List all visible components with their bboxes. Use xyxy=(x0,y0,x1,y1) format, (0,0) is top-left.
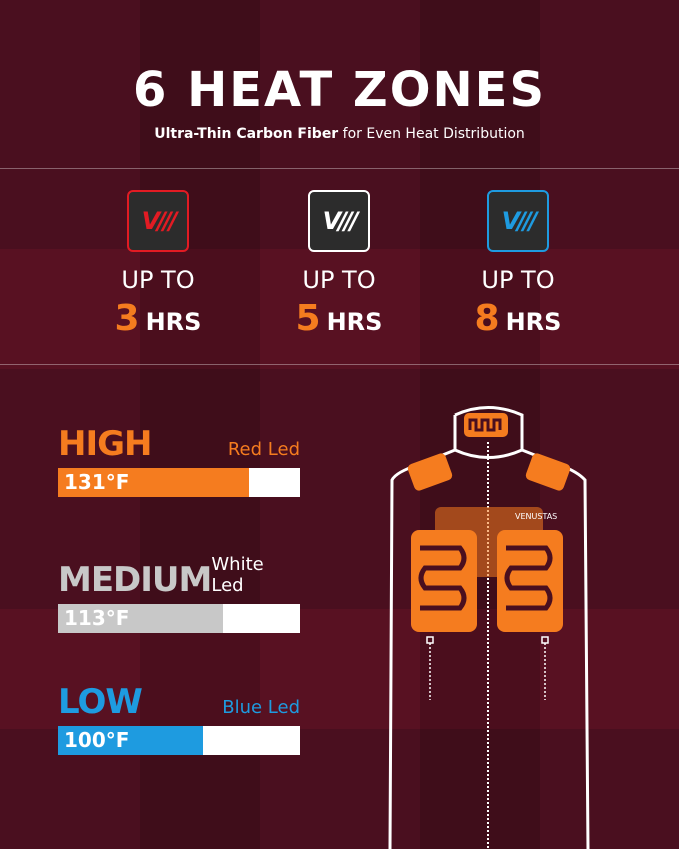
level-high: HIGH Red Led 131°F xyxy=(58,424,300,497)
page-title: 6 HEAT ZONES xyxy=(132,62,547,118)
divider xyxy=(0,168,679,169)
divider xyxy=(0,364,679,365)
bar-fill xyxy=(58,468,250,497)
vest-illustration-icon: VENUSTAS xyxy=(388,406,590,849)
subtitle-rest: for Even Heat Distribution xyxy=(338,126,525,142)
mode-medium: V/// UP TO 5 HRS xyxy=(249,190,429,339)
led-label: White Led xyxy=(211,554,264,596)
hours: 5 HRS xyxy=(249,298,429,339)
page-subtitle: Ultra-Thin Carbon Fiber for Even Heat Di… xyxy=(0,126,679,142)
hours-unit: HRS xyxy=(505,308,562,336)
hours: 3 HRS xyxy=(68,298,248,339)
hours-value: 8 xyxy=(474,298,500,339)
up-to-label: UP TO xyxy=(481,266,555,294)
up-to-label: UP TO xyxy=(121,266,195,294)
temperature: 131°F xyxy=(64,470,130,494)
hours: 8 HRS xyxy=(428,298,608,339)
temperature: 113°F xyxy=(64,606,130,630)
brand-label: VENUSTAS xyxy=(515,512,557,521)
hours-unit: HRS xyxy=(145,308,202,336)
hours-value: 5 xyxy=(295,298,321,339)
white-led-logo-icon: V/// xyxy=(308,190,370,252)
temperature-bar: 131°F xyxy=(58,468,300,497)
up-to-label: UP TO xyxy=(302,266,376,294)
blue-led-logo-icon: V/// xyxy=(487,190,549,252)
subtitle-bold: Ultra-Thin Carbon Fiber xyxy=(154,126,339,142)
level-medium: MEDIUM White Led 113°F xyxy=(58,554,300,633)
led-label: Red Led xyxy=(227,439,300,460)
level-low: LOW Blue Led 100°F xyxy=(58,682,300,755)
mode-high: V/// UP TO 3 HRS xyxy=(68,190,248,339)
level-name: LOW xyxy=(58,682,143,722)
red-led-logo-icon: V/// xyxy=(127,190,189,252)
hours-unit: HRS xyxy=(326,308,383,336)
level-name: HIGH xyxy=(58,424,152,464)
led-label: Blue Led xyxy=(222,697,300,718)
temperature: 100°F xyxy=(64,728,130,752)
mode-low: V/// UP TO 8 HRS xyxy=(428,190,608,339)
bar-fill xyxy=(58,604,223,633)
temperature-bar: 113°F xyxy=(58,604,300,633)
hours-value: 3 xyxy=(114,298,140,339)
temperature-bar: 100°F xyxy=(58,726,300,755)
level-name: MEDIUM xyxy=(58,560,212,600)
bar-fill xyxy=(58,726,204,755)
